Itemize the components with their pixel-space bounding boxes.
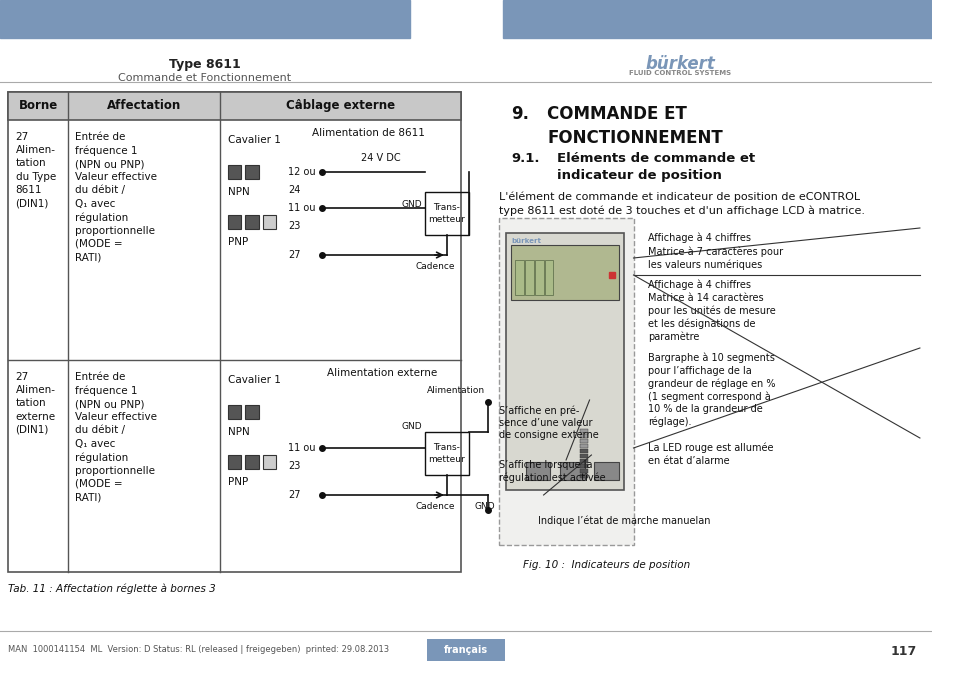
Text: 24: 24: [288, 185, 300, 195]
Text: 12 ou: 12 ou: [288, 167, 315, 177]
Text: 23: 23: [288, 461, 300, 471]
Text: FLUID CONTROL SYSTEMS: FLUID CONTROL SYSTEMS: [628, 70, 730, 76]
Bar: [579, 469, 587, 473]
Bar: [506, 233, 623, 490]
Text: 23: 23: [288, 221, 300, 231]
Bar: [524, 260, 534, 295]
Text: 27
Alimen-
tation
externe
(DIN1): 27 Alimen- tation externe (DIN1): [15, 372, 55, 435]
Bar: [424, 192, 468, 235]
Text: 27: 27: [288, 490, 300, 500]
Text: S’affiche lorsque la
régulation est activée: S’affiche lorsque la régulation est acti…: [498, 460, 604, 483]
Bar: [8, 92, 460, 572]
Text: Fig. 10 :  Indicateurs de position: Fig. 10 : Indicateurs de position: [522, 560, 690, 570]
Text: bürkert: bürkert: [511, 238, 540, 244]
Text: Entrée de
fréquence 1
(NPN ou PNP)
Valeur effective
du débit /
Q₁ avec
régulatio: Entrée de fréquence 1 (NPN ou PNP) Valeu…: [75, 372, 157, 502]
Text: Affichage à 4 chiffres
Matrice à 14 caractères
pour les unités de mesure
et les : Affichage à 4 chiffres Matrice à 14 cara…: [647, 280, 775, 342]
Bar: [579, 429, 587, 433]
Bar: [262, 455, 276, 469]
Text: Borne: Borne: [18, 100, 57, 112]
Text: COMMANDE ET
FONCTIONNEMENT: COMMANDE ET FONCTIONNEMENT: [547, 105, 722, 147]
Text: PNP: PNP: [228, 237, 248, 247]
Text: Type 8611: Type 8611: [169, 58, 240, 71]
Text: Cavalier 1: Cavalier 1: [228, 135, 280, 145]
Bar: [498, 218, 633, 545]
Text: S’affiche en pré-
sence d’une valeur
de consigne externe: S’affiche en pré- sence d’une valeur de …: [498, 405, 598, 440]
Text: Tab. 11 : Affectation réglette à bornes 3: Tab. 11 : Affectation réglette à bornes …: [8, 584, 215, 594]
Text: Alimentation externe: Alimentation externe: [327, 368, 436, 378]
Bar: [0, 0, 410, 38]
Text: La LED rouge est allumée
en état d’alarme: La LED rouge est allumée en état d’alarm…: [647, 443, 773, 466]
Text: GND: GND: [401, 200, 422, 209]
Bar: [228, 455, 241, 469]
Text: Cadence: Cadence: [415, 502, 454, 511]
Text: Alimentation de 8611: Alimentation de 8611: [313, 128, 425, 138]
Text: 117: 117: [890, 645, 916, 658]
Bar: [579, 459, 587, 463]
Text: 27
Alimen-
tation
du Type
8611
(DIN1): 27 Alimen- tation du Type 8611 (DIN1): [15, 132, 56, 208]
Text: Affectation: Affectation: [107, 100, 181, 112]
Bar: [245, 215, 258, 229]
Bar: [8, 92, 460, 120]
Bar: [559, 462, 584, 480]
Text: Câblage externe: Câblage externe: [286, 100, 395, 112]
Text: Commande et Fonctionnement: Commande et Fonctionnement: [118, 73, 292, 83]
Bar: [579, 454, 587, 458]
Bar: [228, 165, 241, 179]
Bar: [525, 462, 550, 480]
Bar: [511, 245, 618, 300]
Text: Trans-
metteur: Trans- metteur: [428, 203, 465, 223]
Bar: [544, 260, 553, 295]
Text: 11 ou: 11 ou: [288, 443, 315, 453]
Text: 24 V DC: 24 V DC: [360, 153, 400, 163]
Text: français: français: [443, 645, 487, 655]
Text: 11 ou: 11 ou: [288, 203, 315, 213]
Text: Entrée de
fréquence 1
(NPN ou PNP)
Valeur effective
du débit /
Q₁ avec
régulatio: Entrée de fréquence 1 (NPN ou PNP) Valeu…: [75, 132, 157, 262]
Text: Bargraphe à 10 segments
pour l’affichage de la
grandeur de réglage en %
(1 segme: Bargraphe à 10 segments pour l’affichage…: [647, 353, 775, 427]
Bar: [245, 405, 258, 419]
Text: Trans-
metteur: Trans- metteur: [428, 444, 465, 464]
Bar: [579, 434, 587, 438]
Bar: [579, 449, 587, 453]
Bar: [535, 260, 543, 295]
Text: 9.1.: 9.1.: [511, 152, 539, 165]
Text: Cavalier 1: Cavalier 1: [228, 375, 280, 385]
Text: 27: 27: [288, 250, 300, 260]
Bar: [424, 432, 468, 475]
Bar: [245, 455, 258, 469]
Bar: [228, 405, 241, 419]
Text: PNP: PNP: [228, 477, 248, 487]
Text: MAN  1000141154  ML  Version: D Status: RL (released | freigegeben)  printed: 29: MAN 1000141154 ML Version: D Status: RL …: [8, 645, 389, 654]
Bar: [426, 639, 504, 661]
Bar: [579, 464, 587, 468]
Text: Indique l’état de marche manuelan: Indique l’état de marche manuelan: [537, 515, 709, 526]
Text: NPN: NPN: [228, 427, 249, 437]
Text: 9.: 9.: [511, 105, 529, 123]
Text: NPN: NPN: [228, 187, 249, 197]
Text: L'élément de commande et indicateur de position de eCONTROL
type 8611 est doté d: L'élément de commande et indicateur de p…: [498, 192, 863, 217]
Bar: [515, 260, 523, 295]
Bar: [579, 444, 587, 448]
Bar: [262, 215, 276, 229]
Text: Eléments de commande et
indicateur de position: Eléments de commande et indicateur de po…: [557, 152, 755, 182]
Text: GND: GND: [401, 422, 422, 431]
Bar: [245, 165, 258, 179]
Bar: [579, 439, 587, 443]
Text: Affichage à 4 chiffres
Matrice à 7 caractères pour
les valeurs numériques: Affichage à 4 chiffres Matrice à 7 carac…: [647, 233, 782, 270]
Text: bürkert: bürkert: [644, 55, 714, 73]
Bar: [502, 0, 931, 38]
Text: Alimentation: Alimentation: [427, 386, 484, 395]
Bar: [594, 462, 618, 480]
Bar: [579, 474, 587, 478]
Text: GND: GND: [474, 502, 495, 511]
Bar: [228, 215, 241, 229]
Text: Cadence: Cadence: [415, 262, 454, 271]
